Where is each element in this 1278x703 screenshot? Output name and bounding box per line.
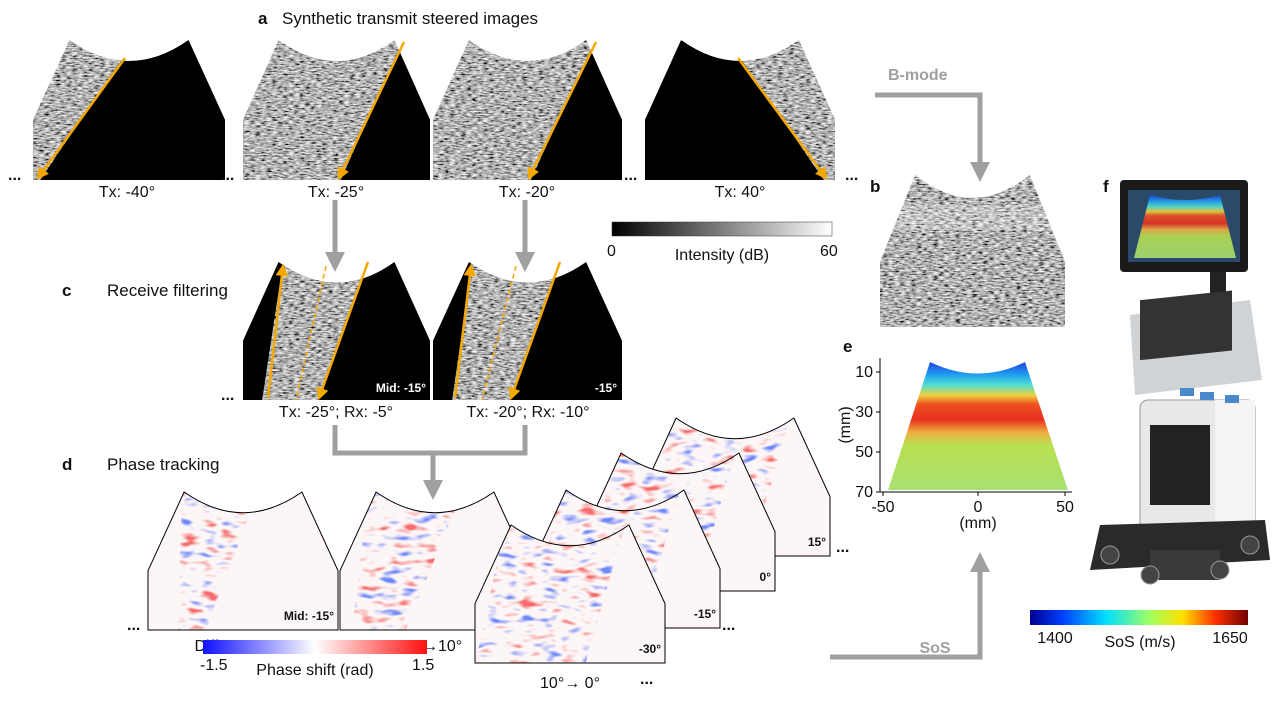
caption: 10°→ 0° — [540, 675, 600, 692]
arrow — [830, 562, 980, 657]
panel-title: Synthetic transmit steered images — [282, 9, 538, 28]
x-tick-label: -50 — [871, 499, 894, 516]
scanner-part — [1211, 561, 1229, 579]
speckle — [880, 170, 1065, 330]
colorbar-label: Intensity (dB) — [675, 247, 769, 264]
scanner-part — [1241, 536, 1259, 554]
ellipsis: ... — [127, 617, 140, 634]
sos-fan — [888, 362, 1068, 490]
arrow-label: SoS — [919, 640, 950, 657]
ellipsis: ... — [836, 539, 849, 556]
ellipsis: ... — [221, 167, 234, 184]
panel-title: Receive filtering — [107, 281, 228, 300]
caption: Tx: -40° — [99, 184, 155, 201]
y-tick-label: 50 — [855, 444, 873, 461]
panel-letter: a — [258, 9, 268, 28]
ellipsis: ... — [845, 167, 858, 184]
image-tag: -15° — [694, 607, 716, 621]
phase-image: Mid: -15°Diff: 30°→20° — [148, 492, 338, 655]
image-tag: 15° — [808, 535, 826, 549]
arrow — [335, 425, 525, 490]
us-image — [640, 30, 835, 186]
scanner-part — [1200, 392, 1214, 400]
caption: Tx: 40° — [715, 184, 766, 201]
y-axis-label: (mm) — [837, 406, 854, 443]
sos-colorbar — [1030, 610, 1248, 625]
images: Mid: -15°-15°Mid: -15°Diff: 30°→20°20°→1… — [33, 30, 1270, 692]
scanner-part — [1150, 550, 1220, 580]
scanner-part — [1225, 395, 1239, 403]
panel-title: Phase tracking — [107, 455, 219, 474]
band — [880, 205, 1065, 230]
panel-letter: b — [870, 177, 880, 196]
us-image — [33, 30, 232, 186]
scanner-part — [1141, 566, 1159, 584]
colorbar-min: 0 — [607, 243, 616, 260]
x-axis-label: (mm) — [959, 515, 996, 532]
ellipsis: ... — [624, 167, 637, 184]
figure: Mid: -15°-15°Mid: -15°Diff: 30°→20°20°→1… — [0, 0, 1278, 703]
scanner-part — [1134, 195, 1236, 258]
caption: Tx: -20°; Rx: -10° — [466, 404, 589, 421]
caption: Tx: -25° — [308, 184, 364, 201]
x-tick-label: 0 — [974, 499, 983, 516]
scanner-part — [1180, 388, 1194, 396]
image-tag: 0° — [760, 570, 772, 584]
ellipsis: ... — [722, 617, 735, 634]
scanner-part — [1140, 291, 1232, 361]
rx-image — [433, 255, 622, 405]
colorbar-label: SoS (m/s) — [1104, 634, 1175, 651]
colorbar-min: -1.5 — [200, 657, 228, 674]
image-tag: -15° — [595, 381, 617, 395]
phase-colorbar — [203, 640, 427, 654]
image-tag: -30° — [639, 642, 661, 656]
scanner-part — [1150, 425, 1210, 505]
scanner-part — [1101, 546, 1119, 564]
y-tick-label: 10 — [855, 364, 873, 381]
arrow — [875, 95, 980, 172]
y-tick-label: 70 — [855, 484, 873, 501]
us-image — [243, 36, 436, 186]
colorbar-max: 1.5 — [412, 657, 434, 674]
us-image — [433, 36, 628, 186]
panel-letter: f — [1103, 177, 1109, 196]
bmode-image — [880, 170, 1065, 330]
scanner — [1090, 180, 1270, 584]
image-tag: Mid: -15° — [284, 609, 334, 623]
colorbar-max: 60 — [820, 243, 838, 260]
ellipsis: ... — [221, 387, 234, 404]
image-tag: Mid: -15° — [376, 381, 426, 395]
colorbar-min: 1400 — [1037, 630, 1073, 647]
panel-letter: d — [62, 455, 72, 474]
ellipsis: ... — [640, 671, 653, 688]
x-tick-label: 50 — [1056, 499, 1074, 516]
panel-letter: e — [843, 337, 852, 356]
ellipsis: ... — [8, 167, 21, 184]
colorbar-max: 1650 — [1212, 630, 1248, 647]
arrow-label: B-mode — [888, 67, 948, 84]
y-tick-label: 30 — [855, 404, 873, 421]
caption: Tx: -25°; Rx: -5° — [279, 404, 393, 421]
caption: Tx: -20° — [499, 184, 555, 201]
panel-letter: c — [62, 281, 71, 300]
intensity-colorbar — [612, 222, 832, 236]
colorbar-label: Phase shift (rad) — [256, 662, 373, 679]
phase-image: -30° 10°→ 0° — [475, 525, 665, 692]
